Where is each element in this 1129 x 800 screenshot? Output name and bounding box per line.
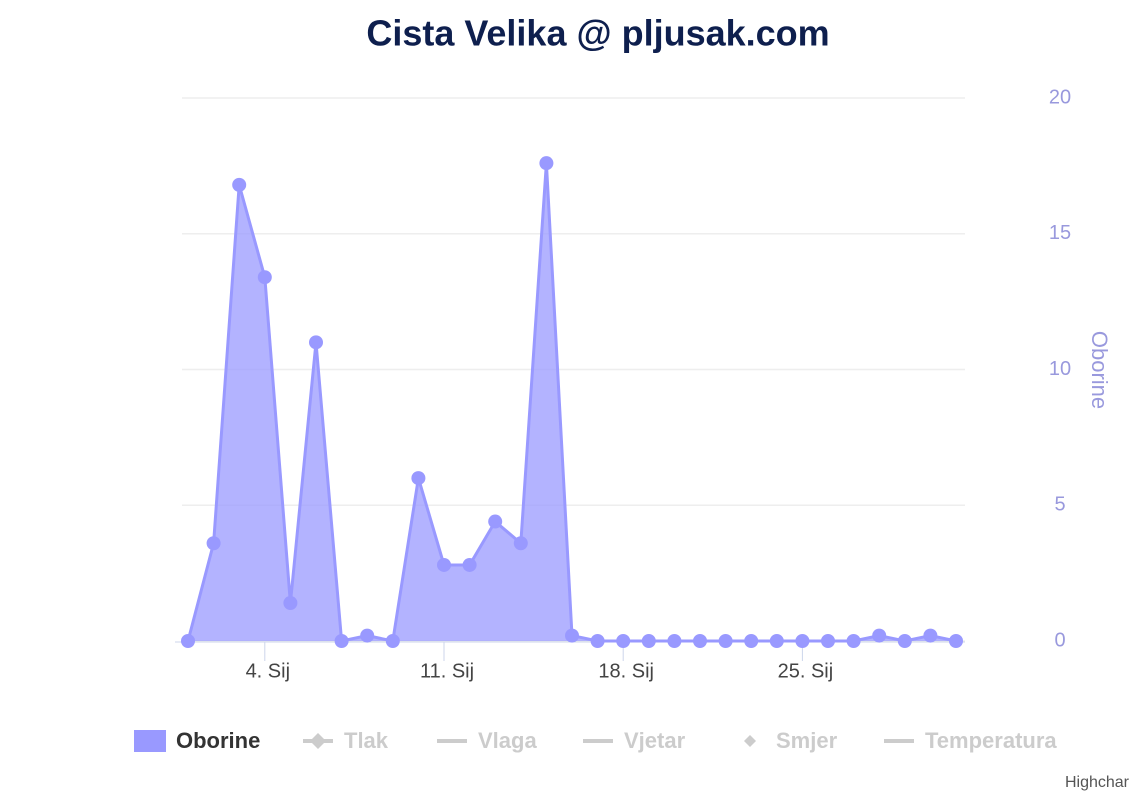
data-point bbox=[488, 514, 503, 529]
y-tick-label: 0 bbox=[1054, 629, 1065, 651]
y-axis-title: Oborine bbox=[1087, 331, 1112, 409]
data-point bbox=[181, 634, 195, 648]
data-point bbox=[693, 634, 707, 648]
data-point bbox=[283, 595, 298, 610]
data-point bbox=[437, 557, 451, 572]
data-point bbox=[539, 156, 554, 171]
data-point bbox=[462, 557, 477, 572]
data-point bbox=[590, 634, 605, 648]
y-tick-label: 5 bbox=[1054, 494, 1065, 516]
credits[interactable]: Highchar bbox=[1065, 774, 1129, 791]
y-tick-label: 10 bbox=[1049, 358, 1071, 380]
data-point bbox=[565, 628, 579, 643]
data-point bbox=[744, 634, 759, 648]
data-point bbox=[232, 177, 247, 192]
data-point bbox=[923, 628, 938, 643]
area-fill bbox=[188, 163, 956, 641]
legend-symbol bbox=[134, 730, 166, 752]
legend-label[interactable]: Oborine bbox=[176, 728, 260, 753]
data-point bbox=[257, 270, 272, 285]
x-tick-label: 11. Sij bbox=[420, 660, 474, 682]
y-tick-label: 15 bbox=[1049, 222, 1071, 244]
data-point bbox=[949, 634, 963, 648]
legend-label[interactable]: Vlaga bbox=[478, 728, 537, 753]
data-point bbox=[616, 634, 631, 648]
x-tick-label: 4. Sij bbox=[246, 660, 290, 682]
data-point bbox=[513, 536, 528, 551]
data-point bbox=[897, 634, 912, 648]
data-point bbox=[795, 634, 810, 648]
data-point bbox=[667, 634, 682, 648]
legend-label[interactable]: Vjetar bbox=[624, 728, 686, 753]
chart-title: Cista Velika @ pljusak.com bbox=[366, 13, 829, 54]
data-point bbox=[385, 634, 400, 648]
data-point bbox=[821, 634, 835, 648]
data-point bbox=[334, 634, 349, 648]
legend-label[interactable]: Smjer bbox=[776, 728, 838, 753]
y-tick-label: 20 bbox=[1049, 86, 1071, 108]
data-point bbox=[846, 634, 861, 648]
data-point bbox=[360, 628, 375, 643]
legend-label[interactable]: Tlak bbox=[344, 728, 389, 753]
data-point bbox=[309, 335, 323, 350]
data-point bbox=[769, 634, 784, 648]
legend-symbol bbox=[744, 735, 756, 747]
data-point bbox=[718, 634, 733, 648]
x-tick-label: 18. Sij bbox=[598, 660, 654, 682]
data-point bbox=[641, 634, 656, 648]
data-point bbox=[872, 628, 887, 643]
data-point bbox=[411, 471, 426, 486]
data-point bbox=[206, 536, 221, 551]
x-tick-label: 25. Sij bbox=[778, 660, 834, 682]
legend-label[interactable]: Temperatura bbox=[925, 728, 1057, 753]
legend-symbol bbox=[310, 733, 326, 749]
